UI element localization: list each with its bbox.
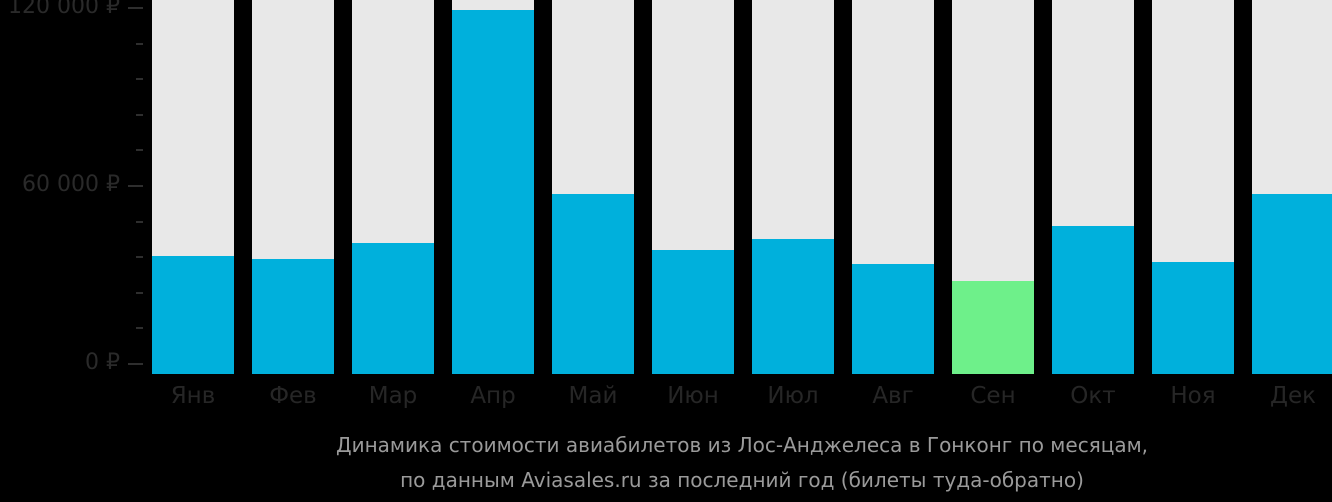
bar-value (452, 9, 534, 374)
bar-value (352, 242, 434, 374)
x-axis-label: Дек (1269, 383, 1316, 409)
y-axis-label: 60 000 ₽ (22, 172, 120, 197)
bar-value (852, 264, 934, 374)
bar-10[interactable] (1052, 0, 1134, 374)
x-axis-label: Окт (1070, 383, 1116, 409)
y-axis-label: 120 000 ₽ (8, 0, 120, 19)
bar-5[interactable] (552, 0, 634, 374)
bar-value (152, 256, 234, 374)
y-axis-minor-tick (136, 291, 143, 294)
x-axis-label: Фев (269, 383, 317, 409)
y-axis-minor-tick (136, 78, 143, 81)
bar-12[interactable] (1252, 0, 1332, 374)
bar-7[interactable] (752, 0, 834, 374)
bar-11[interactable] (1152, 0, 1234, 374)
x-axis-label: Сен (970, 383, 1016, 409)
x-axis-label: Апр (470, 383, 516, 409)
bar-value (1152, 261, 1234, 374)
bar-2[interactable] (252, 0, 334, 374)
x-axis-label: Июл (767, 383, 819, 409)
y-axis-label: 0 ₽ (85, 350, 120, 375)
bar-4[interactable] (452, 0, 534, 374)
bar-6[interactable] (652, 0, 734, 374)
y-axis-minor-tick (136, 113, 143, 116)
x-axis-label: Мар (368, 383, 418, 409)
chart-title: Динамика стоимости авиабилетов из Лос-Ан… (335, 433, 1149, 457)
bar-value (1052, 226, 1134, 374)
y-axis-minor-tick (136, 149, 143, 152)
bar-value (1252, 194, 1332, 374)
x-axis-label: Янв (170, 383, 216, 409)
y-axis-minor-tick (136, 256, 143, 259)
y-axis-major-tick (128, 185, 143, 187)
y-axis-major-tick (128, 7, 143, 9)
bar-value (752, 239, 834, 374)
bar-3[interactable] (352, 0, 434, 374)
x-axis-label: Авг (872, 383, 914, 409)
bar-value (552, 194, 634, 374)
y-axis-minor-tick (136, 327, 143, 330)
bar-9[interactable] (952, 0, 1034, 374)
y-axis-major-tick (128, 363, 143, 365)
bar-8[interactable] (852, 0, 934, 374)
y-axis-minor-tick (136, 220, 143, 223)
bar-value-lowest (952, 280, 1034, 374)
y-axis-minor-tick (136, 42, 143, 45)
x-axis-label: Май (568, 383, 618, 409)
x-axis-label: Ноя (1170, 383, 1216, 409)
bar-value (252, 258, 334, 374)
chart-subtitle: по данным Aviasales.ru за последний год … (400, 468, 1084, 492)
bar-1[interactable] (152, 0, 234, 374)
x-axis-label: Июн (667, 383, 719, 409)
bar-value (652, 250, 734, 374)
